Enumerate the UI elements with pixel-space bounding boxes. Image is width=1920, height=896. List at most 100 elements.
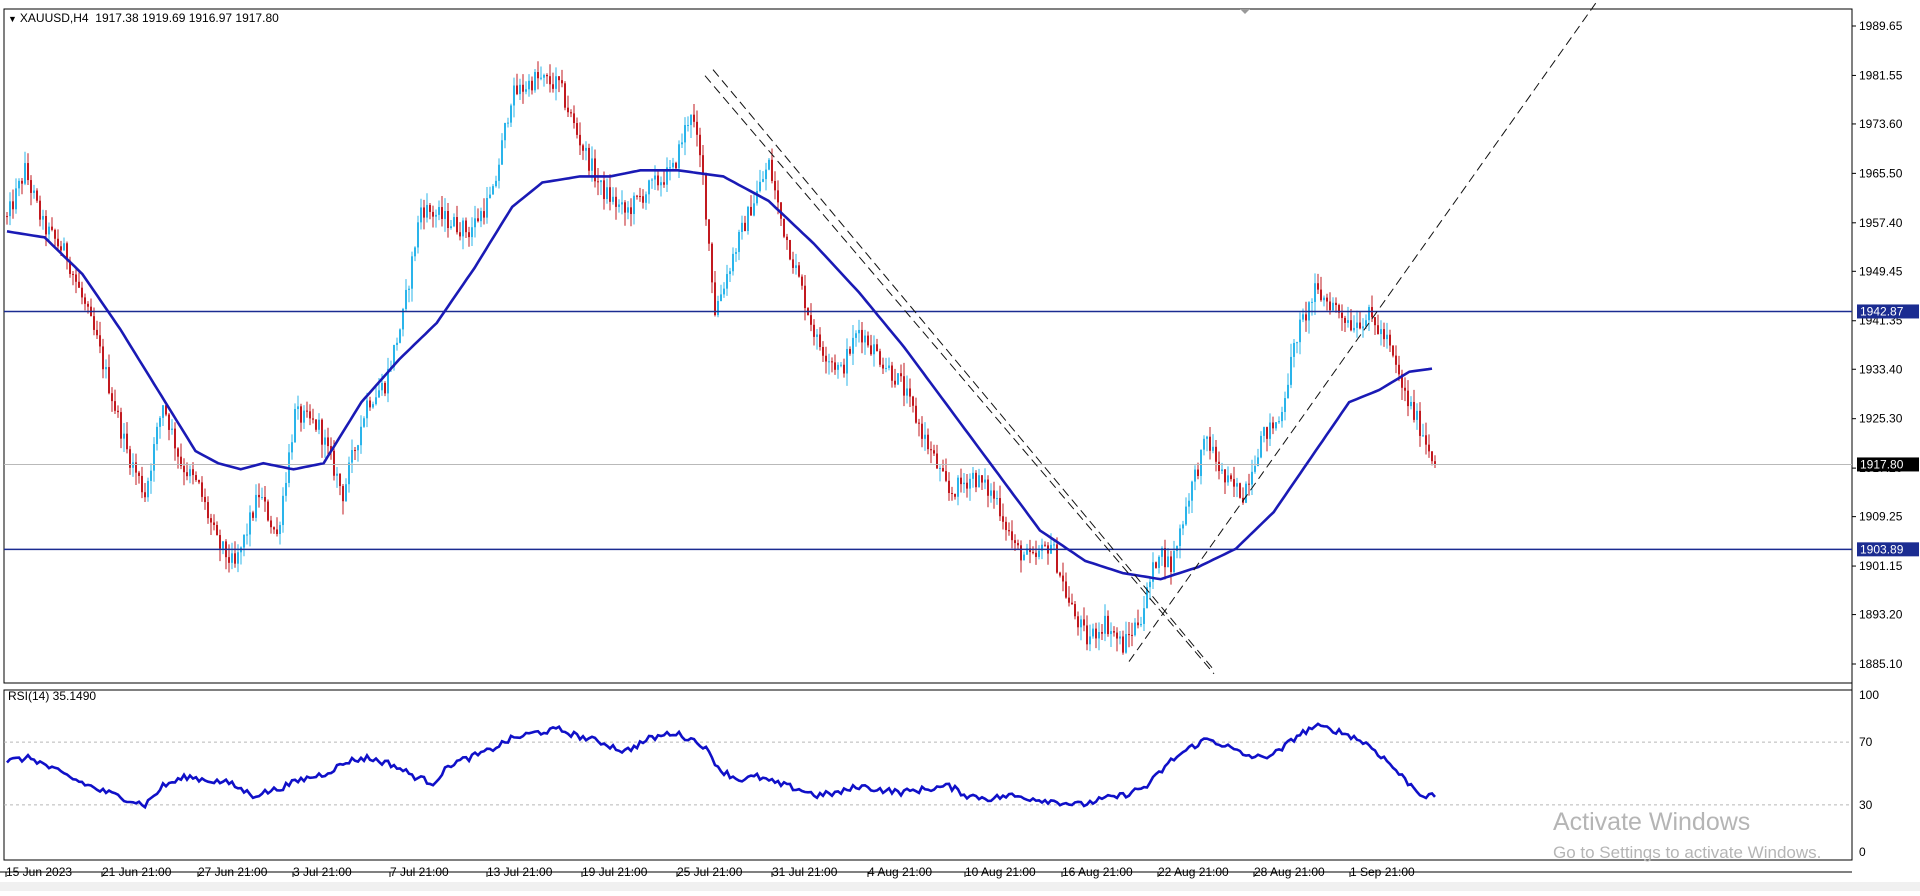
candle — [1143, 596, 1145, 631]
candle — [1404, 377, 1406, 402]
candle — [1233, 466, 1235, 497]
candle — [42, 209, 44, 230]
candle — [684, 117, 686, 156]
candle — [171, 419, 173, 435]
candle — [627, 201, 629, 220]
candle — [1164, 539, 1166, 580]
candle — [1347, 306, 1349, 328]
candle — [1059, 571, 1061, 578]
candle — [885, 357, 887, 373]
time-tick-label: 28 Aug 21:00 — [1254, 865, 1325, 879]
candle — [621, 190, 623, 215]
candle — [201, 476, 203, 502]
candle — [831, 357, 833, 373]
candle — [468, 226, 470, 247]
candle — [1434, 455, 1436, 469]
candle — [1278, 416, 1280, 424]
candle — [720, 284, 722, 302]
candle — [369, 396, 371, 411]
candle — [138, 470, 140, 484]
candle — [735, 248, 737, 262]
time-tick-label: 13 Jul 21:00 — [487, 865, 553, 879]
candle — [579, 122, 581, 156]
candle — [1125, 621, 1127, 654]
scroll-marker-icon[interactable] — [1240, 9, 1250, 14]
candle — [51, 217, 53, 232]
candle — [1032, 546, 1034, 555]
activate-windows-watermark: Activate Windows Go to Settings to activ… — [1553, 808, 1821, 863]
trendline[interactable] — [712, 69, 1213, 668]
candle — [1383, 322, 1385, 347]
candle — [1131, 622, 1133, 647]
candle — [1113, 626, 1115, 637]
candle — [843, 358, 845, 378]
candle — [1044, 541, 1046, 547]
candle — [582, 143, 584, 160]
price-tick-label: 1893.20 — [1859, 608, 1903, 622]
candle — [1134, 618, 1136, 637]
candle — [396, 337, 398, 351]
trendline[interactable] — [1128, 0, 1607, 662]
candle — [1080, 615, 1082, 641]
candle — [1137, 609, 1139, 629]
triangle-down-icon[interactable]: ▼ — [8, 14, 17, 24]
candle — [1008, 522, 1010, 536]
candle — [657, 170, 659, 191]
candle — [786, 233, 788, 250]
candle — [345, 478, 347, 502]
candle — [1095, 622, 1097, 649]
candle — [327, 427, 329, 458]
candle — [1416, 403, 1418, 430]
trendline[interactable] — [704, 75, 1215, 675]
candle — [57, 229, 59, 250]
candle — [651, 178, 653, 189]
candle — [741, 215, 743, 240]
candle — [738, 229, 740, 261]
candle — [1209, 427, 1211, 460]
candle — [1038, 545, 1040, 560]
candle — [522, 74, 524, 104]
candle — [1326, 293, 1328, 311]
candle — [642, 189, 644, 209]
candle — [18, 178, 20, 197]
candle — [39, 195, 41, 227]
candle — [309, 404, 311, 426]
candle — [471, 217, 473, 247]
candle — [708, 218, 710, 252]
price-tick-label: 1957.40 — [1859, 216, 1903, 230]
candle — [1002, 503, 1004, 530]
candle — [27, 153, 29, 185]
candle — [1110, 622, 1112, 648]
candle — [72, 271, 74, 286]
candle — [594, 149, 596, 188]
candle — [489, 186, 491, 199]
candle — [711, 242, 713, 294]
candle — [1185, 497, 1187, 526]
candle — [1062, 562, 1064, 592]
rsi-line — [6, 722, 1436, 810]
candle — [690, 114, 692, 139]
candle — [231, 542, 233, 570]
chart-info: ▼ XAUUSD,H4 1917.38 1919.69 1916.97 1917.… — [8, 11, 279, 25]
candle — [753, 194, 755, 217]
candle — [1362, 318, 1364, 338]
candle — [1350, 308, 1352, 332]
candle — [639, 187, 641, 202]
candle — [1251, 459, 1253, 495]
candle — [1290, 343, 1292, 389]
candle — [798, 262, 800, 278]
candle — [531, 76, 533, 95]
candle — [987, 475, 989, 508]
candle — [321, 418, 323, 458]
candle — [1104, 604, 1106, 642]
candle — [993, 481, 995, 509]
candle — [981, 475, 983, 491]
candle — [774, 171, 776, 200]
candle — [732, 247, 734, 276]
candle — [1188, 493, 1190, 514]
candle — [384, 381, 386, 397]
candle — [1215, 439, 1217, 472]
candle — [597, 168, 599, 196]
